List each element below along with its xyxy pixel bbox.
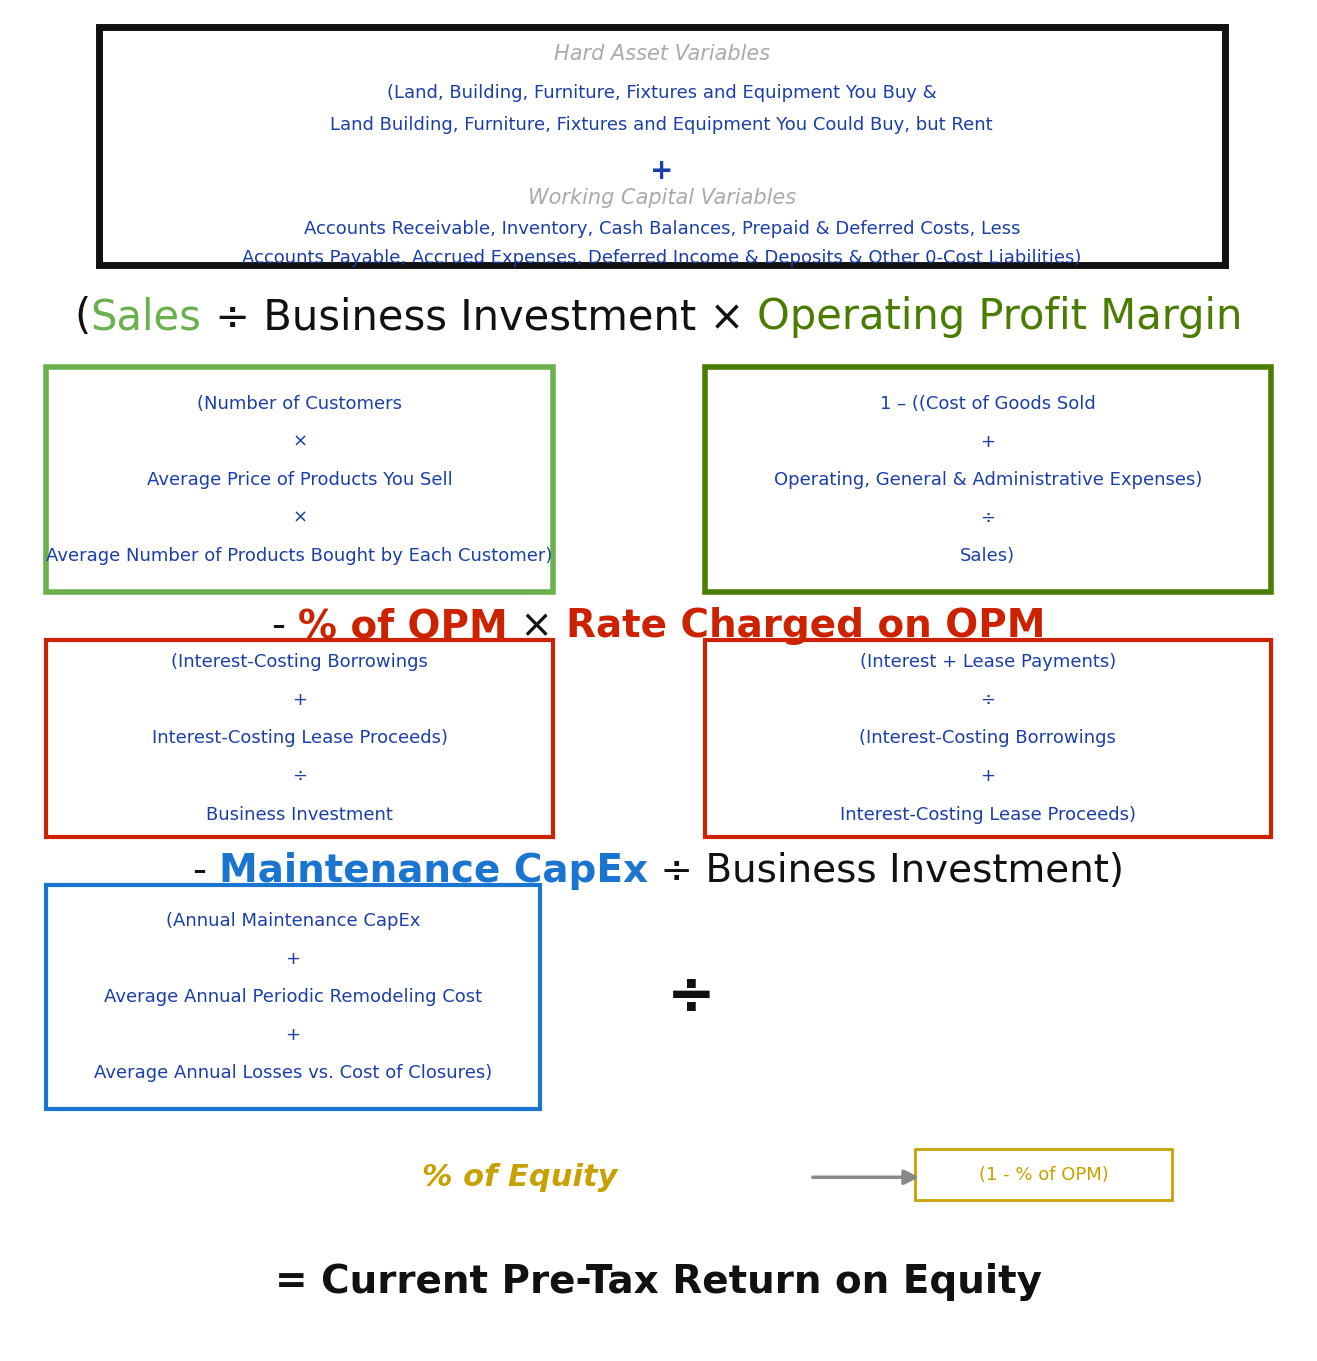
Text: Average Annual Periodic Remodeling Cost: Average Annual Periodic Remodeling Cost [104,988,482,1006]
Text: (Annual Maintenance CapEx: (Annual Maintenance CapEx [166,912,420,930]
Text: +: + [980,433,996,450]
Text: Accounts Receivable, Inventory, Cash Balances, Prepaid & Deferred Costs, Less: Accounts Receivable, Inventory, Cash Bal… [303,220,1021,238]
Text: Land Building, Furniture, Fixtures and Equipment You Could Buy, but Rent: Land Building, Furniture, Fixtures and E… [331,116,993,133]
Text: Business Investment: Business Investment [207,806,392,823]
Text: ×: × [508,607,565,645]
Text: Interest-Costing Lease Proceeds): Interest-Costing Lease Proceeds) [151,729,448,747]
Text: (Land, Building, Furniture, Fixtures and Equipment You Buy &: (Land, Building, Furniture, Fixtures and… [387,84,936,102]
Text: 1 – ((Cost of Goods Sold: 1 – ((Cost of Goods Sold [880,395,1096,412]
Text: (Interest-Costing Borrowings: (Interest-Costing Borrowings [171,653,428,671]
Text: Operating, General & Administrative Expenses): Operating, General & Administrative Expe… [773,471,1202,489]
Text: % of OPM: % of OPM [299,607,508,645]
Bar [46,885,540,1109]
Text: ÷: ÷ [980,691,996,709]
Text: (Interest + Lease Payments): (Interest + Lease Payments) [860,653,1115,671]
Text: +: + [286,950,300,968]
Bar [46,367,553,592]
Text: Average Number of Products Bought by Each Customer): Average Number of Products Bought by Eac… [46,547,553,565]
Text: Maintenance CapEx: Maintenance CapEx [219,852,648,890]
Bar [915,1149,1172,1200]
Text: (1 - % of OPM): (1 - % of OPM) [979,1165,1109,1184]
Text: ×: × [292,509,307,527]
Text: % of Equity: % of Equity [423,1162,618,1192]
Text: +: + [651,157,673,185]
Text: +: + [286,1026,300,1044]
Bar [705,640,1271,837]
Text: Sales: Sales [91,297,202,338]
Text: ×: × [292,433,307,450]
Text: (: ( [75,297,91,338]
Text: -: - [192,852,219,890]
Text: Operating Profit Margin: Operating Profit Margin [757,297,1242,338]
Bar [705,367,1271,592]
Text: +: + [292,691,307,709]
Text: Sales): Sales) [960,547,1015,565]
Text: Accounts Payable, Accrued Expenses, Deferred Income & Deposits & Other 0-Cost Li: Accounts Payable, Accrued Expenses, Defe… [242,249,1081,267]
Text: ÷ Business Investment ×: ÷ Business Investment × [202,297,757,338]
Text: Working Capital Variables: Working Capital Variables [528,188,795,208]
Bar [99,27,1225,265]
Text: Rate Charged on OPM: Rate Charged on OPM [565,607,1044,645]
Text: Interest-Costing Lease Proceeds): Interest-Costing Lease Proceeds) [840,806,1135,823]
Text: Average Annual Losses vs. Cost of Closures): Average Annual Losses vs. Cost of Closur… [94,1064,493,1082]
Text: Average Price of Products You Sell: Average Price of Products You Sell [146,471,453,489]
Text: (Interest-Costing Borrowings: (Interest-Costing Borrowings [859,729,1117,747]
Text: ÷: ÷ [980,509,996,527]
Bar [46,640,553,837]
Text: +: + [980,768,996,785]
Text: (Number of Customers: (Number of Customers [198,395,402,412]
Text: -: - [273,607,299,645]
Text: ÷: ÷ [292,768,307,785]
Text: ÷: ÷ [666,968,716,1025]
Text: Hard Asset Variables: Hard Asset Variables [553,44,770,64]
Text: = Current Pre-Tax Return on Equity: = Current Pre-Tax Return on Equity [275,1263,1042,1301]
Text: ÷ Business Investment): ÷ Business Investment) [648,852,1125,890]
